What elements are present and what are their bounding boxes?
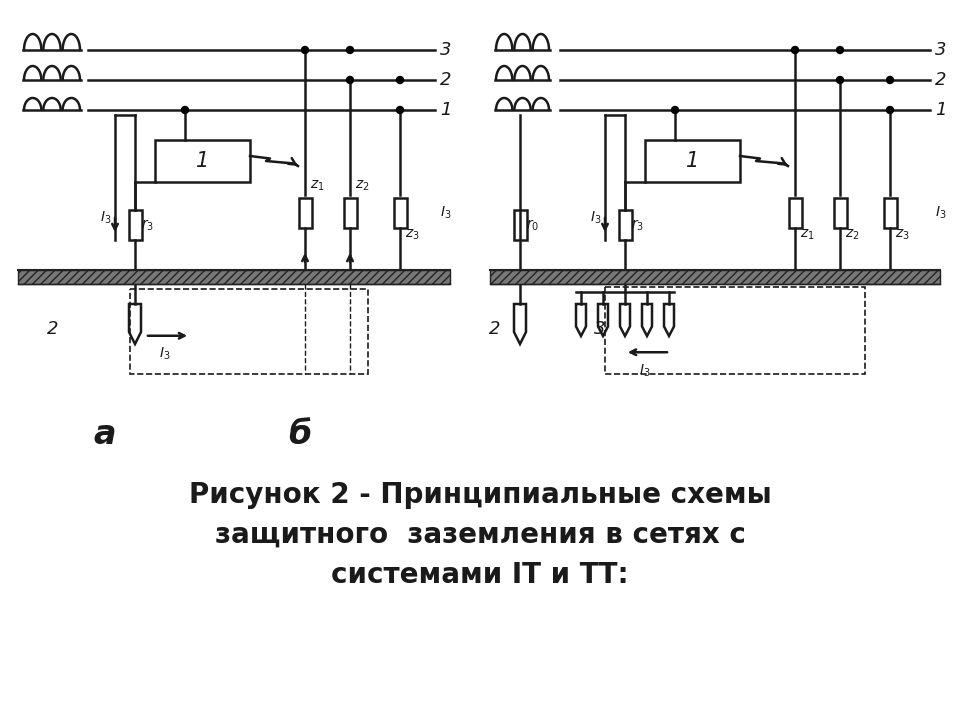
Text: 3: 3 xyxy=(594,320,606,338)
Text: системами IT и ТТ:: системами IT и ТТ: xyxy=(331,561,629,589)
Text: $z_3$: $z_3$ xyxy=(405,228,420,243)
Bar xyxy=(299,198,311,228)
Text: 3: 3 xyxy=(935,41,947,59)
Text: а: а xyxy=(94,418,116,451)
Text: $I_3$: $I_3$ xyxy=(100,210,111,226)
Circle shape xyxy=(396,107,403,114)
Bar xyxy=(788,198,802,228)
Circle shape xyxy=(836,76,844,84)
Text: $z_3$: $z_3$ xyxy=(895,228,910,243)
Text: $I_3$: $I_3$ xyxy=(159,346,171,362)
Text: $I_3$: $I_3$ xyxy=(935,204,947,221)
Bar xyxy=(618,210,632,240)
Circle shape xyxy=(347,47,353,53)
Polygon shape xyxy=(664,304,674,336)
Text: б: б xyxy=(288,418,312,451)
Text: $z_2$: $z_2$ xyxy=(845,228,859,243)
Circle shape xyxy=(347,76,353,84)
Polygon shape xyxy=(129,304,141,344)
Circle shape xyxy=(671,107,679,114)
Circle shape xyxy=(886,76,894,84)
Circle shape xyxy=(836,47,844,53)
Text: $I_3$: $I_3$ xyxy=(639,362,651,379)
Text: $r_3$: $r_3$ xyxy=(631,217,644,233)
Bar xyxy=(155,140,250,182)
Text: $z_2$: $z_2$ xyxy=(355,179,370,193)
Circle shape xyxy=(301,47,308,53)
Text: 1: 1 xyxy=(196,151,209,171)
Bar xyxy=(394,198,406,228)
Polygon shape xyxy=(642,304,652,336)
Bar xyxy=(490,270,940,284)
Text: 1: 1 xyxy=(935,101,947,119)
Polygon shape xyxy=(620,304,630,336)
Text: $I_3$: $I_3$ xyxy=(589,210,601,226)
Polygon shape xyxy=(598,304,608,336)
Circle shape xyxy=(791,47,799,53)
Bar xyxy=(514,210,526,240)
Text: $I_3$: $I_3$ xyxy=(440,204,451,221)
Text: 3: 3 xyxy=(440,41,451,59)
Bar xyxy=(129,210,141,240)
Text: 2: 2 xyxy=(47,320,59,338)
Circle shape xyxy=(886,107,894,114)
Text: $r_0$: $r_0$ xyxy=(526,217,540,233)
Bar xyxy=(18,270,450,284)
Text: 1: 1 xyxy=(685,151,699,171)
Text: 1: 1 xyxy=(440,101,451,119)
Bar xyxy=(883,198,897,228)
Polygon shape xyxy=(514,304,526,344)
Text: $z_1$: $z_1$ xyxy=(310,179,324,193)
Text: 2: 2 xyxy=(440,71,451,89)
Bar xyxy=(605,287,865,374)
Circle shape xyxy=(396,76,403,84)
Text: $z_1$: $z_1$ xyxy=(800,228,815,243)
Bar xyxy=(344,198,356,228)
Bar xyxy=(645,140,740,182)
Text: Рисунок 2 - Принципиальные схемы: Рисунок 2 - Принципиальные схемы xyxy=(188,481,772,509)
Bar xyxy=(130,289,368,374)
Circle shape xyxy=(181,107,188,114)
Bar xyxy=(833,198,847,228)
Polygon shape xyxy=(576,304,586,336)
Text: $r_3$: $r_3$ xyxy=(141,217,154,233)
Text: 2: 2 xyxy=(935,71,947,89)
Text: 2: 2 xyxy=(490,320,501,338)
Text: защитного  заземления в сетях с: защитного заземления в сетях с xyxy=(215,521,745,549)
